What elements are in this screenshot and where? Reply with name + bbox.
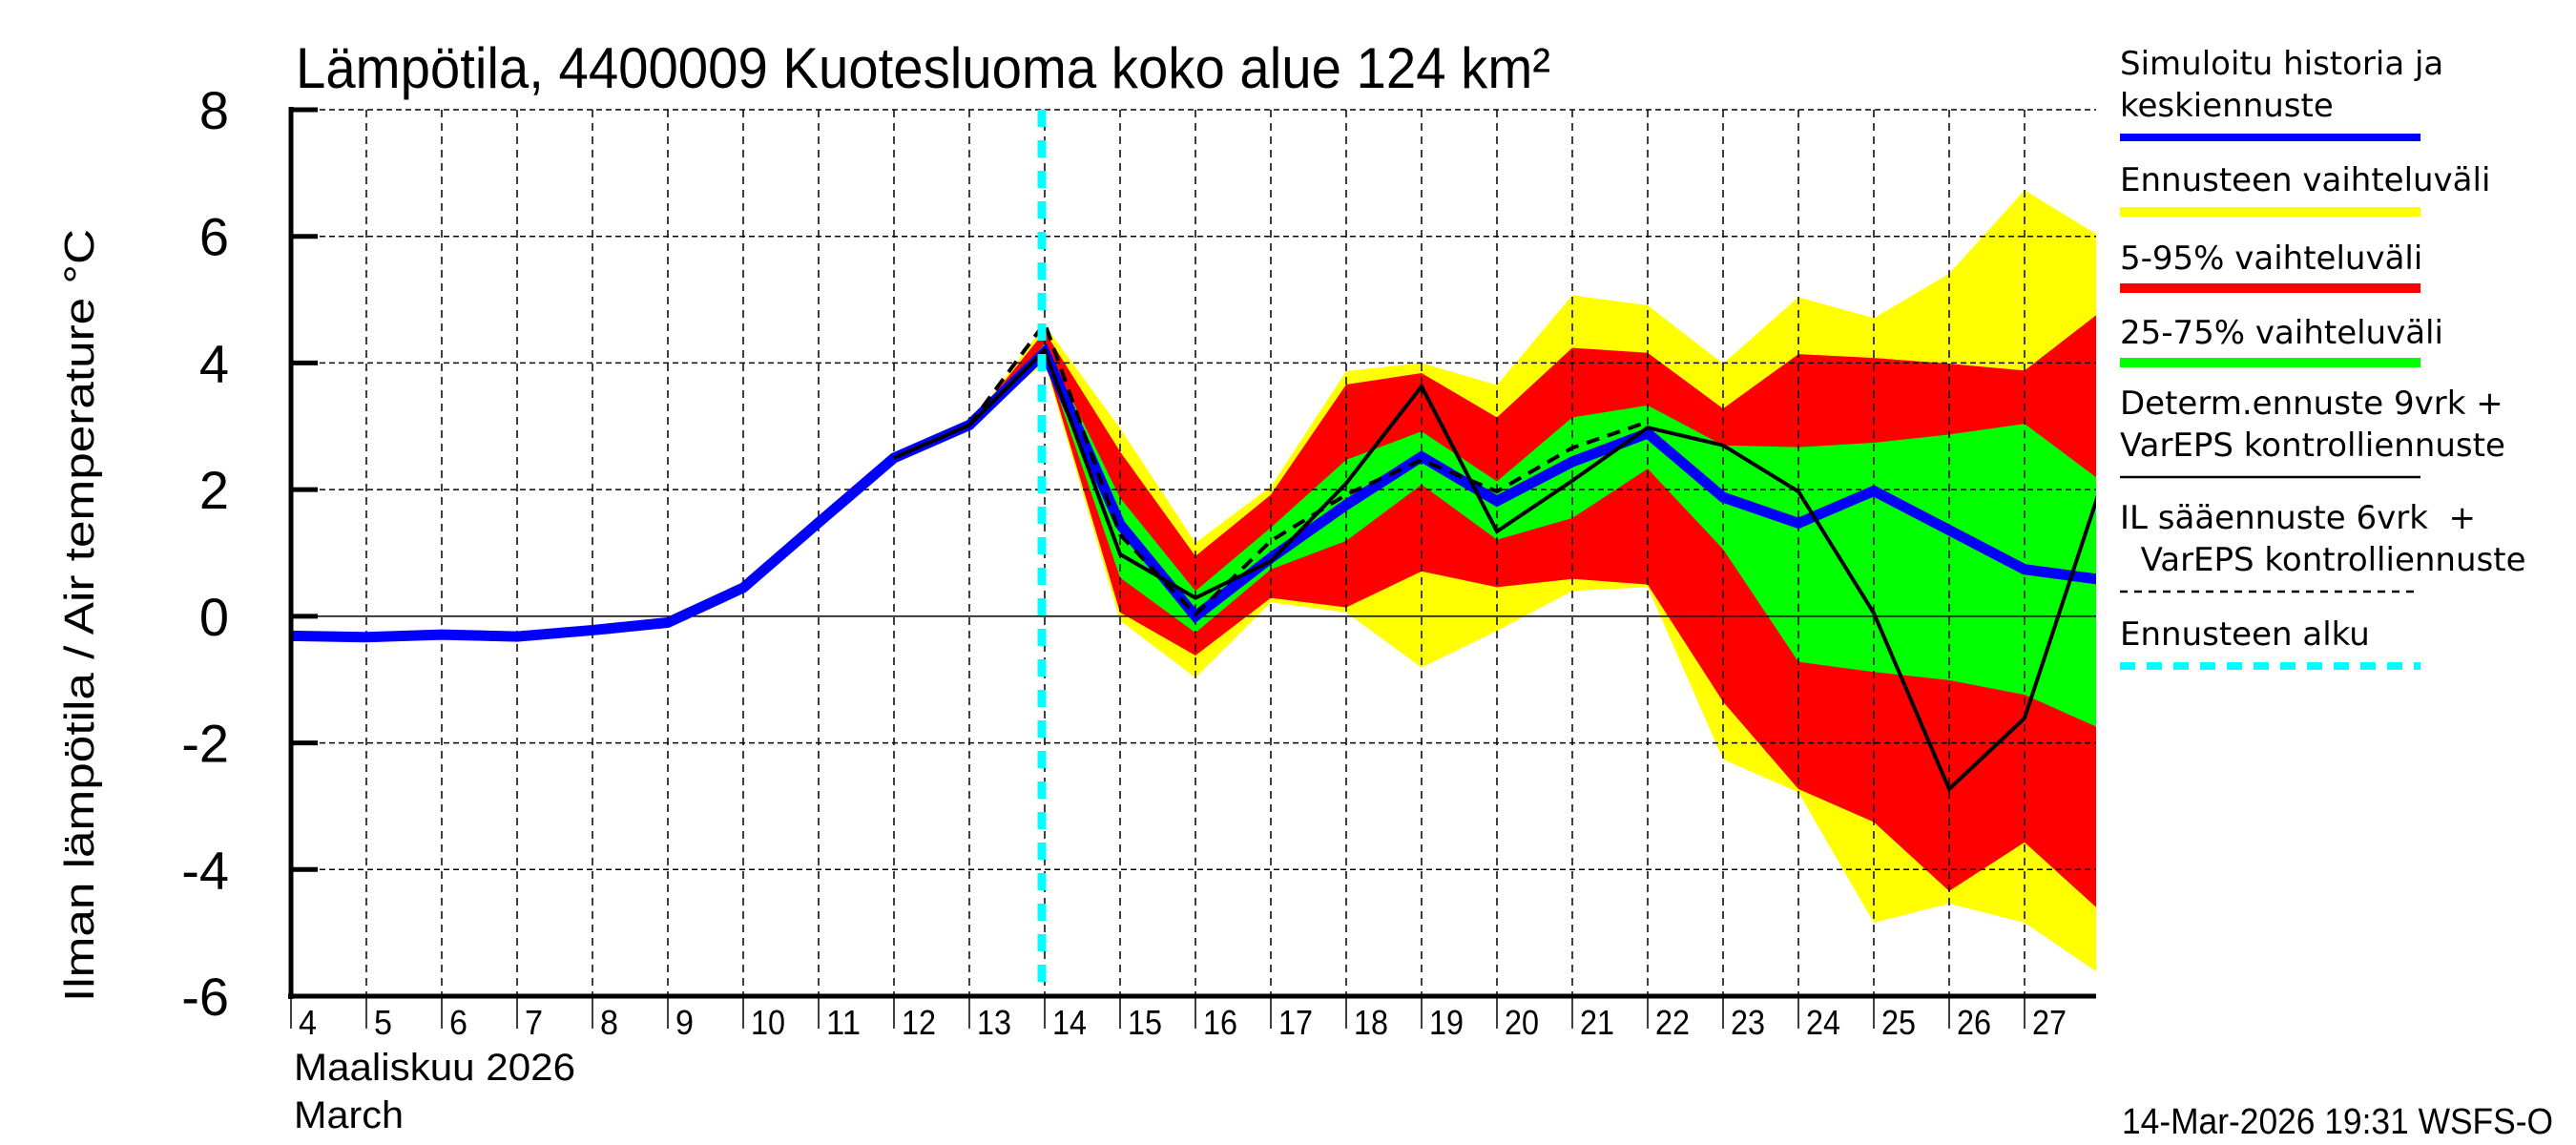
x-tick-label: 5 xyxy=(374,1003,392,1042)
legend-item-il: IL sääennuste 6vrk + VarEPS kontrollienn… xyxy=(2120,499,2525,593)
x-tick-label: 18 xyxy=(1354,1003,1388,1042)
legend-item-forecast_start: Ennusteen alku xyxy=(2120,615,2420,670)
x-tick-label: 14 xyxy=(1052,1003,1087,1042)
x-tick-label: 9 xyxy=(675,1003,694,1042)
legend: Simuloitu historia ja keskiennuste Ennuste… xyxy=(2120,45,2525,670)
legend-label: VarEPS kontrolliennuste xyxy=(2120,541,2525,579)
legend-label: IL sääennuste 6vrk + xyxy=(2120,499,2476,537)
legend-item-mean: Simuloitu historia ja keskiennuste xyxy=(2120,45,2443,141)
x-tick-label: 27 xyxy=(2032,1003,2067,1042)
legend-item-determ: Determ.ennuste 9vrk + VarEPS kontrollienn… xyxy=(2120,385,2505,479)
legend-label: Determ.ennuste 9vrk + xyxy=(2120,385,2503,423)
footer-timestamp: 14-Mar-2026 19:31 WSFS-O xyxy=(2122,1102,2553,1142)
chart-title: Lämpötila, 4400009 Kuotesluoma koko alue… xyxy=(296,36,1550,100)
legend-item-p25_75: 25-75% vaihteluväli xyxy=(2120,314,2443,367)
legend-label: VarEPS kontrolliennuste xyxy=(2120,427,2505,465)
x-tick-label: 23 xyxy=(1731,1003,1765,1042)
y-tick-label: 6 xyxy=(199,207,229,267)
x-tick-label: 8 xyxy=(600,1003,618,1042)
x-axis-month-fi: Maaliskuu 2026 xyxy=(294,1047,575,1089)
x-tick-label: 16 xyxy=(1203,1003,1237,1042)
y-axis-label: Ilman lämpötila / Air temperature °C xyxy=(56,229,103,1002)
x-tick-label: 13 xyxy=(977,1003,1011,1042)
legend-item-p5_95: 5-95% vaihteluväli xyxy=(2120,239,2422,293)
x-tick-label: 6 xyxy=(449,1003,467,1042)
y-tick-label: -2 xyxy=(181,714,229,774)
y-tick-label: 0 xyxy=(199,587,229,647)
legend-label: Ennusteen vaihteluväli xyxy=(2120,161,2490,199)
y-tick-label: 2 xyxy=(199,460,229,520)
x-tick-label: 15 xyxy=(1128,1003,1162,1042)
x-tick-label: 10 xyxy=(751,1003,785,1042)
x-tick-label: 20 xyxy=(1505,1003,1539,1042)
x-tick-label: 12 xyxy=(902,1003,936,1042)
legend-label: Ennusteen alku xyxy=(2120,615,2370,654)
x-axis-month-en: March xyxy=(294,1094,404,1136)
y-tick-label: -6 xyxy=(181,967,229,1027)
legend-label: keskiennuste xyxy=(2120,87,2334,125)
x-tick-label: 19 xyxy=(1429,1003,1464,1042)
p25-75-band xyxy=(969,344,2096,727)
lines-layer xyxy=(291,110,2096,996)
legend-label: Simuloitu historia ja xyxy=(2120,45,2443,83)
x-tick-label: 11 xyxy=(826,1003,861,1042)
x-tick-label: 24 xyxy=(1806,1003,1840,1042)
il-forecast-line xyxy=(967,319,1649,617)
x-tick-label: 4 xyxy=(299,1003,317,1042)
legend-label: 25-75% vaihteluväli xyxy=(2120,314,2443,352)
legend-item-range: Ennusteen vaihteluväli xyxy=(2120,161,2490,217)
y-tick-label: 8 xyxy=(199,80,229,140)
x-tick-label: 22 xyxy=(1655,1003,1690,1042)
x-tick-label: 25 xyxy=(1881,1003,1916,1042)
y-tick-label: -4 xyxy=(181,840,229,900)
x-tick-label: 7 xyxy=(525,1003,543,1042)
legend-label: 5-95% vaihteluväli xyxy=(2120,239,2422,278)
x-tick-label: 21 xyxy=(1580,1003,1614,1042)
determ-forecast-line xyxy=(893,346,2096,793)
y-tick-label: 4 xyxy=(199,333,229,393)
x-tick-label: 26 xyxy=(1957,1003,1991,1042)
bands-layer xyxy=(969,190,2096,972)
x-tick-label: 17 xyxy=(1278,1003,1313,1042)
